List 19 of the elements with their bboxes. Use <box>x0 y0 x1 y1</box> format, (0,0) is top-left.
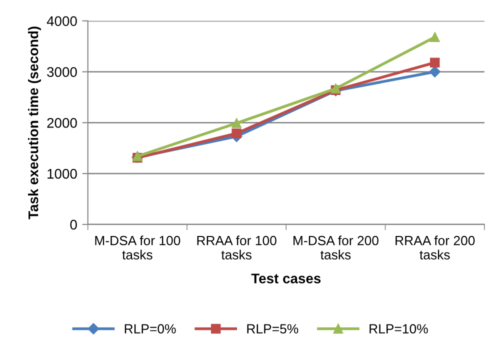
point <box>430 58 440 68</box>
legend-label: RLP=0% <box>124 324 176 334</box>
x-tick-label: M-DSA for 200 tasks <box>294 236 378 260</box>
y-tick-label: 3000 <box>47 67 77 77</box>
x-tick-label: RRAA for 200 tasks <box>396 236 475 260</box>
legend-label: RLP=10% <box>370 324 428 334</box>
y-tick-label: 1000 <box>48 168 77 179</box>
y-tick-label: 2000 <box>47 118 77 128</box>
legend-label: RLP=5% <box>247 324 298 334</box>
point <box>430 32 440 42</box>
point <box>232 128 242 138</box>
point <box>429 66 440 78</box>
x-tick-label: RRAA for 100 tasks <box>197 236 276 260</box>
y-tick-label: 4000 <box>46 16 77 26</box>
point <box>232 118 242 128</box>
x-tick-label: M-DSA for 100 tasks <box>95 236 180 260</box>
x-axis-title: Test cases <box>251 274 321 284</box>
y-tick-label: 0 <box>70 220 77 230</box>
y-axis-title: Task execution time (second) <box>28 26 41 220</box>
